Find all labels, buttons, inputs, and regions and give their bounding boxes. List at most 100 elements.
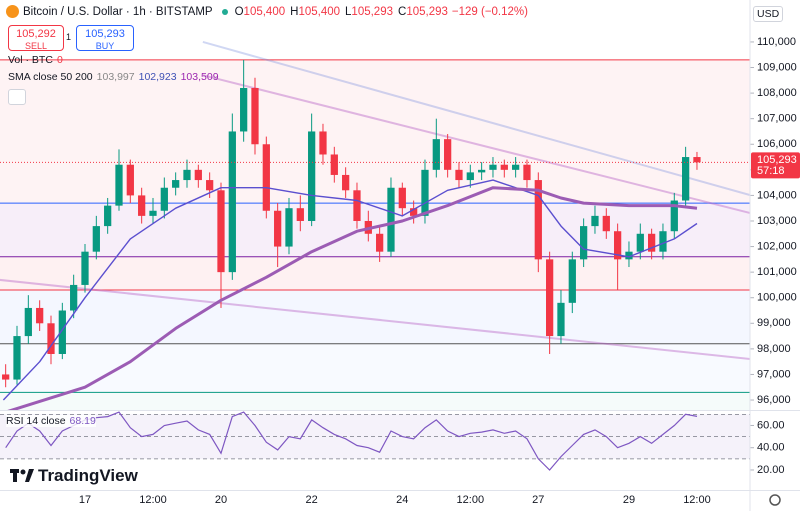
ohlc-key: C — [398, 5, 407, 18]
sell-price: 105,292 — [16, 28, 56, 40]
sma-line — [2, 179, 698, 401]
candle-body — [546, 259, 554, 337]
ohlc-value: 105,400 — [298, 5, 341, 18]
buy-button[interactable]: 105,293 BUY — [76, 25, 134, 51]
ohlc-item: C105,293 — [398, 6, 448, 18]
zone — [0, 392, 750, 410]
y-tick-label: 98,000 — [757, 343, 791, 355]
x-tick-label: 27 — [532, 494, 544, 506]
candle-body — [228, 131, 236, 273]
zone — [0, 256, 750, 291]
sma-legend: SMA close 50 200 103,997 102,923 103,509 — [8, 71, 219, 83]
y-tick-label: 103,000 — [757, 215, 797, 227]
x-tick-label: 29 — [623, 494, 635, 506]
candle-body — [206, 180, 214, 191]
trendline — [202, 40, 750, 197]
candle-body — [580, 226, 588, 260]
y-tick-label: 101,000 — [757, 266, 797, 278]
candle-body — [308, 131, 316, 221]
sell-label: SELL — [24, 41, 48, 51]
candle-body — [693, 157, 701, 163]
y-tick-label: 100,000 — [757, 292, 797, 304]
trendline — [0, 278, 750, 360]
x-tick-label: 20 — [215, 494, 227, 506]
y-tick-label: 110,000 — [757, 36, 796, 48]
settings-icon[interactable] — [769, 494, 781, 506]
rsi-tick-label: 20.00 — [757, 464, 785, 476]
ohlc-item: H105,400 — [290, 6, 340, 18]
currency-button[interactable]: USD — [753, 6, 784, 22]
candle-body — [115, 164, 123, 206]
candle-body — [92, 226, 100, 252]
ohlc-key: L — [345, 5, 352, 18]
collapse-button[interactable] — [8, 89, 26, 105]
sell-button[interactable]: 105,292 SELL — [8, 25, 64, 51]
y-tick-label: 104,000 — [757, 189, 797, 201]
symbol-row: Bitcoin / U.S. Dollar · 1h · BITSTAMP O1… — [6, 5, 528, 18]
candle-body — [58, 310, 66, 354]
candle-body — [194, 169, 202, 181]
candle-body — [160, 187, 168, 211]
candle-body — [47, 323, 55, 354]
brand: TradingView — [10, 466, 138, 486]
volume-value: 0 — [56, 54, 63, 66]
zone — [0, 290, 750, 344]
buy-price: 105,293 — [85, 28, 125, 40]
y-tick-label: 99,000 — [757, 317, 791, 329]
candle-body — [512, 164, 520, 170]
ohlc-key: O — [234, 5, 244, 18]
rsi-label: RSI 14 close — [6, 415, 66, 427]
candle-body — [648, 233, 656, 252]
candle-body — [274, 210, 282, 247]
candle-body — [138, 195, 146, 216]
ohlc: O105,400 H105,400 L105,293 C105,293 — [235, 6, 448, 18]
candle-body — [500, 164, 508, 170]
zone — [0, 344, 750, 393]
candle-body — [183, 169, 191, 181]
x-tick-label: 12:00 — [139, 494, 167, 506]
candle-body — [13, 336, 21, 380]
btc-icon — [6, 5, 19, 18]
trendline — [202, 74, 750, 215]
candle-body — [444, 139, 452, 170]
candle-body — [376, 233, 384, 252]
rsi-legend: RSI 14 close 68.19 — [6, 415, 96, 427]
spread: 1 — [66, 32, 72, 42]
sma-value: 103,997 — [96, 71, 135, 83]
candle-body — [478, 169, 486, 173]
y-tick-label: 107,000 — [757, 113, 797, 125]
ohlc-key: H — [290, 5, 299, 18]
candle-body — [659, 231, 667, 252]
rsi-line — [5, 411, 698, 471]
candle-body — [636, 233, 644, 252]
countdown: 57:18 — [757, 165, 785, 177]
candle-body — [24, 307, 32, 337]
candle-body — [262, 144, 270, 211]
x-tick-label: 17 — [79, 494, 91, 506]
x-tick-label: 12:00 — [683, 494, 711, 506]
candle-body — [523, 164, 531, 181]
ohlc-value: 105,293 — [406, 5, 448, 18]
candle-body — [670, 200, 678, 232]
candle-body — [126, 164, 134, 196]
y-tick-label: 108,000 — [757, 87, 797, 99]
candle-body — [534, 180, 542, 260]
candle-body — [602, 215, 610, 232]
candle-body — [81, 251, 89, 285]
candle-body — [172, 180, 180, 188]
volume-label: Vol · BTC — [8, 54, 53, 66]
candle-body — [70, 284, 78, 311]
candle-body — [421, 169, 429, 216]
ohlc-item: L105,293 — [345, 6, 393, 18]
candle-body — [614, 231, 622, 260]
y-tick-label: 106,000 — [757, 138, 797, 150]
candle-body — [319, 131, 327, 155]
candle-body — [466, 172, 474, 181]
y-tick-label: 96,000 — [757, 394, 791, 406]
candle-body — [342, 174, 350, 191]
change: −129 (−0.12%) — [451, 5, 528, 18]
candle-body — [387, 187, 395, 252]
volume-legend: Vol · BTC 0 — [8, 54, 63, 66]
zone — [0, 59, 750, 204]
